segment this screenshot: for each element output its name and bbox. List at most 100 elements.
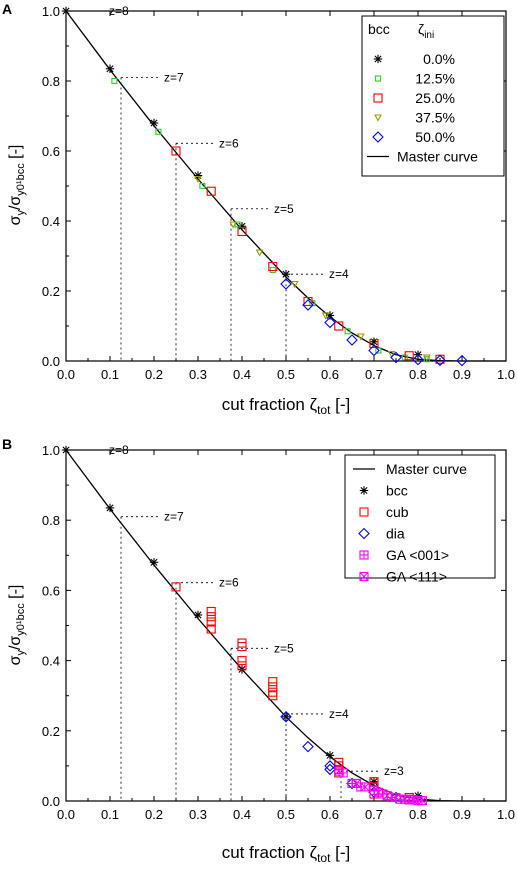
legend-entry: 0.0% xyxy=(373,51,455,67)
series-37-5- xyxy=(194,175,431,362)
marker-stroke xyxy=(334,766,344,776)
marker-shape xyxy=(280,710,292,723)
series-dia xyxy=(280,710,424,806)
data-point xyxy=(368,344,380,357)
legend-label: Master curve xyxy=(386,461,467,477)
legend-label: GA <111> xyxy=(386,569,447,585)
y-tick-label: 0.0 xyxy=(42,794,60,809)
y-tick-label: 0.2 xyxy=(42,724,60,739)
marker-shape xyxy=(359,571,369,582)
marker-stroke xyxy=(418,796,427,806)
x-tick-label: 0.4 xyxy=(233,367,251,382)
panel-letter: B xyxy=(2,436,12,452)
legend-entry: 37.5% xyxy=(374,110,455,126)
y-tick-label: 1.0 xyxy=(42,4,60,19)
legend-entries: Master curve bcc cub dia GA <001> GA <111> xyxy=(353,461,467,585)
data-point xyxy=(229,221,238,229)
marker-shape xyxy=(290,280,299,289)
marker-shape xyxy=(390,351,402,364)
data-point xyxy=(390,351,402,364)
marker-shape xyxy=(334,766,344,776)
legend-entry: 50.0% xyxy=(372,129,455,145)
data-point xyxy=(302,740,314,753)
marker-shape xyxy=(369,338,379,349)
data-point xyxy=(369,337,379,346)
legend-label: 12.5% xyxy=(415,71,455,87)
x-tick-label: 0.0 xyxy=(57,367,75,382)
legend-entry: GA <001> xyxy=(359,547,449,563)
data-point xyxy=(369,777,379,787)
y-tick-label: 0.6 xyxy=(42,583,60,598)
x-tick-label: 0.1 xyxy=(101,807,119,822)
data-point xyxy=(255,249,264,257)
marker-shape xyxy=(199,182,206,190)
marker-shape xyxy=(369,777,379,787)
marker-shape xyxy=(237,642,247,652)
data-point xyxy=(194,175,202,184)
legend-box xyxy=(344,454,496,579)
data-point xyxy=(417,796,427,806)
marker-shape xyxy=(111,77,118,85)
marker-shape xyxy=(359,507,369,517)
x-tick-label: 0.5 xyxy=(277,807,295,822)
z-label: z=4 xyxy=(329,707,349,721)
legend-entry: GA <111> xyxy=(359,569,447,585)
data-point xyxy=(423,356,430,363)
data-point xyxy=(434,354,446,367)
data-point xyxy=(281,270,291,279)
marker-shape xyxy=(255,249,264,257)
data-point xyxy=(387,350,396,359)
marker-shape xyxy=(302,299,314,311)
x-tick-label: 0.7 xyxy=(365,807,383,822)
master-curve xyxy=(65,10,506,362)
marker-stroke xyxy=(62,446,70,454)
marker-shape xyxy=(373,787,383,797)
marker-shape xyxy=(324,763,336,776)
legend-entries: 0.0% 12.5% 25.0% 37.5% 50.0% Master curve xyxy=(367,51,478,165)
z-label: z=7 xyxy=(164,71,184,85)
z-label: z=3 xyxy=(384,764,404,778)
marker-shape xyxy=(334,321,344,331)
legend-label: 50.0% xyxy=(415,129,455,145)
marker-stroke xyxy=(400,794,410,804)
x-tick-label: 0.4 xyxy=(233,807,251,822)
data-point xyxy=(105,64,115,73)
legend-entry: 12.5% xyxy=(374,71,455,87)
marker-stroke xyxy=(360,486,368,495)
marker-stroke xyxy=(106,504,114,512)
marker-shape xyxy=(382,791,392,801)
marker-shape xyxy=(268,682,278,692)
marker-stroke xyxy=(382,791,392,801)
marker-stroke xyxy=(238,222,246,230)
marker-shape xyxy=(412,353,424,366)
marker-shape xyxy=(346,334,358,346)
marker-shape xyxy=(358,527,370,540)
marker-shape xyxy=(206,617,216,627)
legend-marker xyxy=(374,75,382,82)
z-label: z=5 xyxy=(274,202,294,216)
legend-marker xyxy=(359,507,369,517)
marker-shape xyxy=(206,612,216,622)
x-tick-label: 0.9 xyxy=(453,367,471,382)
legend-marker xyxy=(373,54,383,64)
z-label: z=7 xyxy=(164,510,184,524)
legend-title-zeta: ζini xyxy=(418,21,434,41)
z-label: z=8 xyxy=(109,443,129,457)
marker-shape xyxy=(417,796,427,806)
marker-shape xyxy=(324,316,336,329)
data-point xyxy=(382,791,392,801)
marker-shape xyxy=(351,778,361,789)
data-point xyxy=(290,280,299,289)
marker-shape xyxy=(400,794,410,804)
data-point xyxy=(281,712,291,721)
x-tick-label: 0.3 xyxy=(189,807,207,822)
data-point xyxy=(280,710,292,723)
marker-shape xyxy=(409,795,419,805)
marker-shape xyxy=(206,606,216,617)
legend: bcc ζini 0.0% 12.5% 25.0% 37.5% 50.0% Master … xyxy=(361,15,505,177)
data-point xyxy=(206,624,216,634)
legend-title: bcc xyxy=(368,21,390,37)
marker-stroke xyxy=(370,778,378,786)
series-25-0- xyxy=(171,146,445,364)
